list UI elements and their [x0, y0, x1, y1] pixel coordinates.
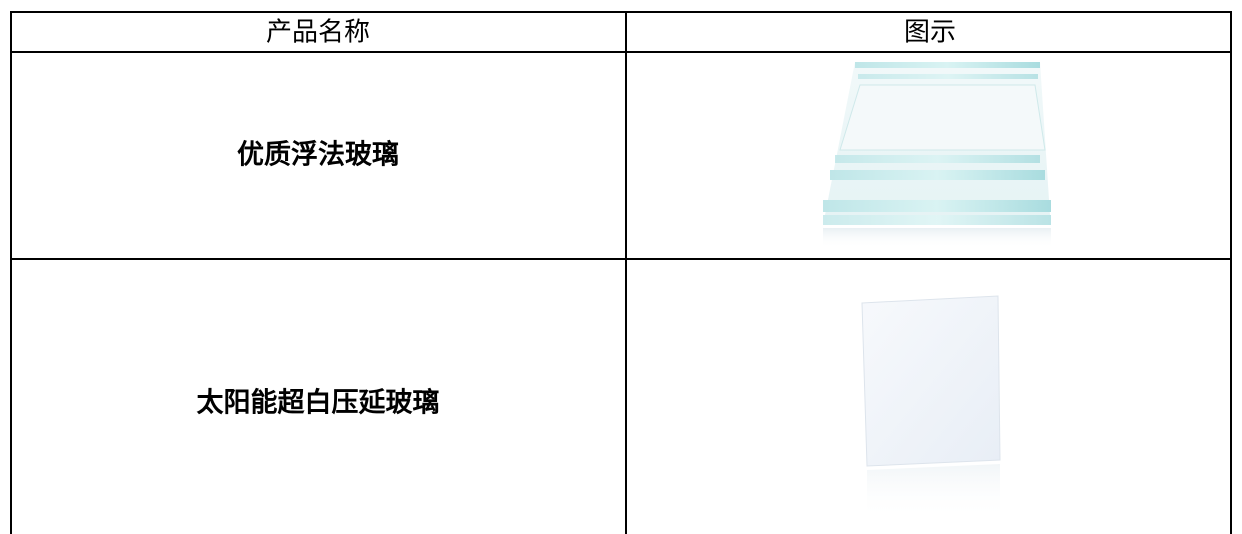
solar-glass-image — [861, 295, 1001, 520]
table-borders — [10, 11, 1232, 534]
float-glass-image — [823, 62, 1051, 248]
product-name: 太阳能超白压延玻璃 — [197, 387, 440, 419]
product-name: 优质浮法玻璃 — [237, 140, 399, 171]
header-cell: 图示 — [904, 18, 956, 48]
header-cell: 产品名称 — [266, 18, 370, 48]
